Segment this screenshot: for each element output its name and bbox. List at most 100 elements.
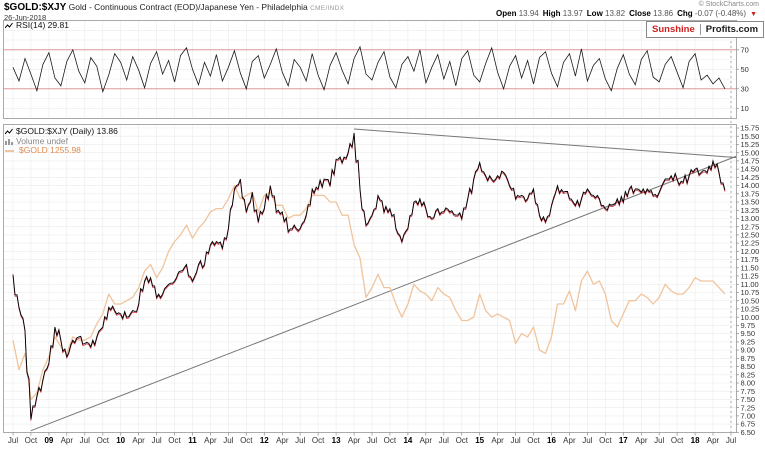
stockcharts-copyright-link[interactable]: © StockCharts.com: [698, 1, 759, 8]
svg-text:18: 18: [691, 436, 700, 445]
gold-overlay-legend-label: $GOLD 1255.98: [19, 145, 81, 155]
svg-text:09: 09: [44, 436, 53, 445]
svg-text:12: 12: [260, 436, 269, 445]
svg-text:9.00: 9.00: [741, 346, 756, 355]
svg-text:9.50: 9.50: [741, 329, 756, 338]
svg-text:Oct: Oct: [671, 436, 684, 445]
svg-text:10.00: 10.00: [741, 313, 760, 322]
svg-text:7.00: 7.00: [741, 412, 756, 421]
svg-text:Jul: Jul: [367, 436, 377, 445]
svg-text:Jul: Jul: [8, 436, 18, 445]
exchange-label: CME/INDX: [310, 5, 345, 12]
svg-text:9.75: 9.75: [741, 321, 756, 330]
svg-text:Jul: Jul: [295, 436, 305, 445]
svg-text:16: 16: [547, 436, 556, 445]
volume-legend-label: Volume undef: [16, 135, 68, 146]
svg-text:30: 30: [741, 84, 749, 93]
svg-text:13.50: 13.50: [741, 198, 760, 207]
svg-text:Oct: Oct: [527, 436, 540, 445]
svg-text:11: 11: [188, 436, 197, 445]
svg-text:13.25: 13.25: [741, 206, 760, 215]
svg-text:13: 13: [332, 436, 341, 445]
svg-text:7.75: 7.75: [741, 387, 756, 396]
low-value: 13.82: [605, 9, 626, 18]
svg-text:14.50: 14.50: [741, 165, 760, 174]
svg-text:10: 10: [741, 104, 749, 113]
chg-value: -0.07 (-0.48%): [694, 9, 747, 18]
svg-text:Apr: Apr: [563, 436, 576, 445]
svg-text:Apr: Apr: [707, 436, 720, 445]
svg-text:Apr: Apr: [61, 436, 74, 445]
svg-text:11.25: 11.25: [741, 272, 759, 281]
svg-text:Apr: Apr: [276, 436, 289, 445]
svg-text:7.25: 7.25: [741, 403, 756, 412]
svg-text:Apr: Apr: [204, 436, 217, 445]
ticker-description: Gold - Continuous Contract (EOD)/Japanes…: [68, 2, 308, 12]
svg-text:15.25: 15.25: [741, 140, 760, 149]
sunshine-profits-logo[interactable]: Sunshine Profits.com: [646, 21, 765, 38]
svg-text:Oct: Oct: [599, 436, 612, 445]
ticker-symbol: $GOLD:$XJY: [4, 2, 67, 13]
svg-text:Apr: Apr: [420, 436, 433, 445]
rsi-legend-label: RSI(14) 29.81: [16, 20, 69, 30]
close-value: 13.86: [653, 9, 674, 18]
svg-text:12.75: 12.75: [741, 222, 760, 231]
svg-text:14.75: 14.75: [741, 157, 760, 166]
svg-text:6.50: 6.50: [741, 428, 756, 437]
ohlc-quote-row: Open 13.94 High 13.97 Low 13.82 Close 13…: [496, 9, 757, 18]
svg-text:Jul: Jul: [726, 436, 736, 445]
svg-text:Oct: Oct: [240, 436, 253, 445]
quote-date: 26-Jun-2018: [4, 13, 47, 22]
svg-text:Oct: Oct: [384, 436, 397, 445]
volume-bars-icon: [5, 139, 13, 146]
indicator-icon: [5, 128, 13, 135]
svg-text:14: 14: [403, 436, 412, 445]
svg-text:Jul: Jul: [439, 436, 449, 445]
svg-text:14.00: 14.00: [741, 181, 760, 190]
logo-profits-text: Profits.com: [705, 24, 759, 35]
svg-text:12.25: 12.25: [741, 239, 760, 248]
svg-text:15.00: 15.00: [741, 148, 760, 157]
svg-text:70: 70: [741, 45, 749, 54]
svg-text:50: 50: [741, 65, 749, 74]
chart-title-row: $GOLD:$XJY Gold - Continuous Contract (E…: [4, 2, 344, 13]
svg-text:Oct: Oct: [168, 436, 181, 445]
svg-text:15: 15: [475, 436, 484, 445]
svg-text:10.50: 10.50: [741, 296, 760, 305]
chg-down-arrow-icon[interactable]: ▼: [750, 11, 757, 18]
close-label: Close: [629, 9, 651, 18]
svg-text:Apr: Apr: [348, 436, 361, 445]
svg-text:Jul: Jul: [80, 436, 90, 445]
svg-text:Apr: Apr: [491, 436, 504, 445]
open-label: Open: [496, 9, 517, 18]
svg-text:13.00: 13.00: [741, 214, 760, 223]
main-chart-legend: $GOLD:$XJY (Daily) 13.86 Volume undef $G…: [5, 126, 118, 156]
svg-text:8.75: 8.75: [741, 354, 756, 363]
svg-text:Oct: Oct: [456, 436, 469, 445]
svg-text:Jul: Jul: [151, 436, 161, 445]
svg-text:13.75: 13.75: [741, 189, 760, 198]
svg-text:Oct: Oct: [312, 436, 325, 445]
low-label: Low: [586, 9, 603, 18]
svg-text:11.50: 11.50: [741, 263, 759, 272]
svg-text:Jul: Jul: [582, 436, 592, 445]
svg-text:9.25: 9.25: [741, 338, 756, 347]
high-value: 13.97: [562, 9, 583, 18]
svg-text:15.75: 15.75: [741, 124, 760, 133]
chg-label: Chg: [677, 9, 693, 18]
svg-text:Jul: Jul: [223, 436, 233, 445]
svg-text:10.25: 10.25: [741, 305, 760, 314]
high-label: High: [542, 9, 561, 18]
svg-text:Oct: Oct: [25, 436, 38, 445]
indicator-icon: [5, 22, 13, 29]
symbol-legend-label: $GOLD:$XJY (Daily) 13.86: [16, 126, 118, 136]
svg-text:12.00: 12.00: [741, 247, 760, 256]
svg-text:8.00: 8.00: [741, 379, 756, 388]
svg-text:11.75: 11.75: [741, 255, 759, 264]
svg-text:8.50: 8.50: [741, 362, 756, 371]
svg-text:6.75: 6.75: [741, 420, 756, 429]
svg-text:Apr: Apr: [132, 436, 145, 445]
svg-text:7.50: 7.50: [741, 395, 756, 404]
